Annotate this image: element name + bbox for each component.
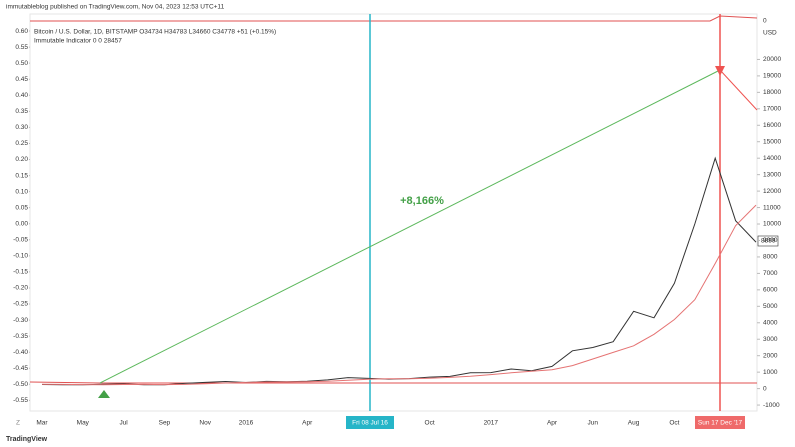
y-tick-label: -0.50 (13, 381, 28, 388)
indicator-label: 0 (763, 18, 767, 25)
y-tick-label: -0.30 (13, 317, 28, 324)
y-tick-label: 0.35 (15, 108, 28, 115)
x-tick-label: Apr (302, 420, 313, 427)
series-line (41, 204, 757, 386)
y2-tick-label: -1000 (763, 402, 780, 409)
y2-tick-label: 17000 (763, 106, 781, 113)
y2-tick-label: 11000 (763, 204, 781, 211)
y-tick-label: 0.60 (15, 28, 28, 35)
y-tick-label: -0.45 (13, 365, 28, 372)
y2-tick-label: 5000 (763, 303, 778, 310)
y-tick-label: 0.30 (15, 124, 28, 131)
last-price-label: 8899 (761, 238, 776, 245)
y2-tick-label: 20000 (763, 56, 781, 63)
y-tick-label: 0.25 (15, 140, 28, 147)
trend-line (99, 69, 721, 384)
y-tick-label: -0.40 (13, 349, 28, 356)
y-tick-label: 0.55 (15, 44, 28, 51)
y2-tick-label: 2000 (763, 352, 778, 359)
crosshair-label: Fri 08 Jul 16 (352, 420, 388, 427)
y2-tick-label: 16000 (763, 122, 781, 129)
y-tick-label: 0.45 (15, 76, 28, 83)
y-tick-label: -0.05 (13, 237, 28, 244)
y2-tick-label: 19000 (763, 73, 781, 80)
y-tick-label: -0.20 (13, 285, 28, 292)
y2-tick-label: 6000 (763, 287, 778, 294)
y2-tick-label: 10000 (763, 221, 781, 228)
y2-tick-label: 15000 (763, 138, 781, 145)
y2-tick-label: 7000 (763, 270, 778, 277)
y-tick-label: -0.35 (13, 333, 28, 340)
y2-tick-label: 1000 (763, 369, 778, 376)
currency-label: USD (763, 30, 777, 37)
trend-line-red (719, 69, 758, 111)
x-tick-label: Mar (36, 420, 48, 427)
y-tick-label: 0.50 (15, 60, 28, 67)
x-tick-label: Nov (199, 420, 211, 427)
y2-tick-label: 12000 (763, 188, 781, 195)
x-tick-label: Aug (628, 420, 640, 427)
x-tick-label: 2017 (484, 420, 499, 427)
annotation: +8,166% (400, 195, 444, 207)
plot-frame (29, 13, 758, 412)
y-tick-label: 0.10 (15, 188, 28, 195)
y-tick-label: -0.10 (13, 253, 28, 260)
last-price-box (757, 235, 779, 247)
footer: TradingView (6, 436, 48, 443)
y-tick-label: -0.15 (13, 269, 28, 276)
peak-marker (715, 66, 725, 76)
y-tick-label: 0.00 (15, 220, 28, 227)
y2-tick-label: 0 (763, 385, 767, 392)
crosshair-label-box (695, 416, 745, 429)
y2-tick-label: 3000 (763, 336, 778, 343)
crosshair-label: Sun 17 Dec '17 (698, 420, 743, 427)
y-tick-label: 0.20 (15, 156, 28, 163)
y2-tick-label: 4000 (763, 319, 778, 326)
x-tick-label: Sep (159, 420, 171, 427)
legend-line: Bitcoin / U.S. Dollar, 1D, BITSTAMP O347… (34, 29, 276, 36)
y-tick-label: 0.05 (15, 204, 28, 211)
y-tick-label: -0.25 (13, 301, 28, 308)
low-marker (98, 390, 110, 398)
x-tick-label: Oct (425, 420, 435, 427)
x-tick-label: May (77, 420, 90, 427)
y2-tick-label: 8000 (763, 254, 778, 261)
y2-tick-label: 14000 (763, 155, 781, 162)
legend-line: Immutable Indicator 0 0 28457 (34, 38, 122, 45)
y-tick-label: 0.40 (15, 92, 28, 99)
x-tick-label: Jul (119, 420, 128, 427)
y2-tick-label: 13000 (763, 171, 781, 178)
y-tick-label: -0.55 (13, 397, 28, 404)
x-tick-label: Jun (588, 420, 599, 427)
x-tick-label: Oct (669, 420, 679, 427)
x-tick-label: Apr (547, 420, 558, 427)
y-tick-label: 0.15 (15, 172, 28, 179)
crosshair-label-box (346, 416, 394, 429)
y2-tick-label: 9000 (763, 237, 778, 244)
scale-icon: Z (16, 420, 20, 427)
header: immutableblog published on TradingView.c… (6, 4, 225, 11)
x-tick-label: 2016 (239, 420, 254, 427)
y2-tick-label: 18000 (763, 89, 781, 96)
